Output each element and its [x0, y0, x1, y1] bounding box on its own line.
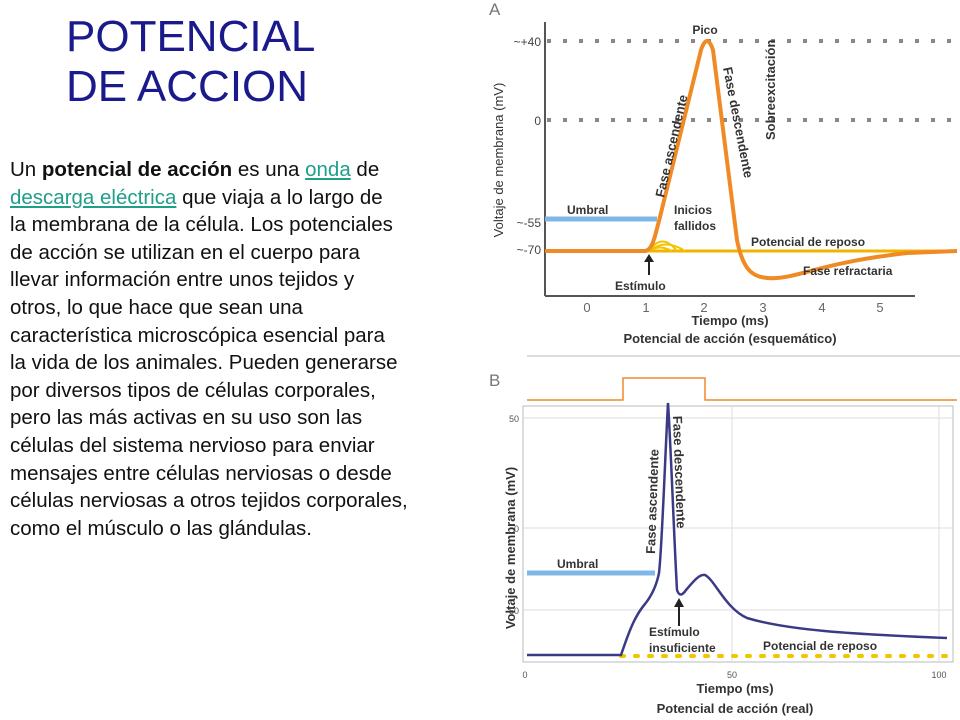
stimulus-label: Estímulo	[615, 279, 666, 293]
y-tick: ~-55	[517, 216, 542, 230]
insufficient-stimulus-arrow-head	[674, 598, 684, 607]
x-tick: 4	[818, 300, 825, 315]
body-line: la vida de los animales. Pueden generars…	[10, 351, 398, 375]
y-tick: -50	[506, 606, 519, 616]
y-axis-label: Voltaje de membrana (mV)	[491, 83, 506, 238]
falling-phase-label: Fase descendente	[670, 416, 689, 529]
x-tick: 5	[876, 300, 883, 315]
body-line: otros, lo que hace que sean una	[10, 295, 303, 319]
figure-a-background	[487, 0, 960, 362]
body-line: pero las más activas en su uso son las	[10, 406, 363, 430]
peak-label: Pico	[692, 23, 717, 37]
body-line: llevar información entre unos tejidos y	[10, 268, 355, 292]
x-tick: 100	[931, 670, 946, 680]
title-line-2: DE ACCION	[66, 62, 309, 111]
threshold-label: Umbral	[557, 557, 598, 571]
figure-b-background	[487, 368, 960, 720]
link-descarga-electrica[interactable]: descarga eléctrica	[10, 185, 177, 209]
x-tick: 3	[759, 300, 766, 315]
figure-caption: Potencial de acción (real)	[657, 701, 814, 716]
body-line: característica microscópica esencial par…	[10, 323, 385, 347]
x-axis-label: Tiempo (ms)	[691, 313, 768, 328]
threshold-label: Umbral	[567, 203, 608, 217]
rising-phase-label: Fase ascendente	[643, 449, 662, 554]
action-potential-curve	[545, 39, 958, 281]
x-axis-label: Tiempo (ms)	[696, 681, 773, 696]
stimulus-arrow-head	[644, 254, 654, 262]
panel-letter-b: B	[489, 371, 500, 390]
body-paragraph: Un potencial de acción es una onda de de…	[10, 156, 500, 606]
plot-frame	[522, 405, 954, 663]
y-tick: 0	[514, 524, 519, 534]
slide-title: POTENCIAL DE ACCION	[66, 12, 426, 112]
y-tick: 0	[534, 114, 541, 128]
stimulus-bar	[527, 377, 957, 401]
figure-real-action-potential: B 50 0 -50 0 50 100 Voltaje de membrana …	[487, 368, 960, 720]
link-onda[interactable]: onda	[305, 158, 351, 181]
x-tick: 2	[700, 300, 707, 315]
body-line: descarga eléctrica que viaja a lo largo …	[10, 184, 500, 212]
body-line: células del sistema nervioso para enviar	[10, 433, 375, 457]
bold-term: potencial de acción	[41, 158, 233, 181]
failed-initiations-label-1: Inicios	[674, 203, 712, 217]
overshoot-label: Sobreexcitación	[763, 40, 778, 140]
body-line: Un potencial de acción es una onda de	[10, 156, 500, 184]
x-tick: 1	[642, 300, 649, 315]
insufficient-stimulus-label-1: Estímulo	[649, 625, 700, 639]
resting-potential-label: Potencial de reposo	[751, 235, 865, 249]
body-text-span: Un	[10, 158, 42, 181]
body-text-span: de	[350, 158, 380, 181]
y-tick: 50	[509, 414, 519, 424]
resting-potential-label: Potencial de reposo	[763, 639, 877, 653]
y-axis-label: Voltaje de membrana (mV)	[503, 467, 518, 629]
x-tick: 50	[727, 670, 737, 680]
body-line: como el músculo o las glándulas.	[10, 516, 312, 540]
figure-schematic-action-potential: A ~+40 0 ~-55 ~-70 Voltaje de membrana (…	[487, 0, 960, 362]
body-line: la membrana de la célula. Los potenciale…	[10, 213, 393, 237]
panel-letter-a: A	[489, 0, 501, 19]
body-line: por diversos tipos de células corporales…	[10, 378, 376, 402]
action-potential-curve	[527, 402, 948, 657]
body-text-span: que viaja a lo largo de	[176, 185, 383, 209]
y-tick: ~-70	[517, 243, 542, 257]
y-tick: ~+40	[514, 35, 542, 49]
body-text-span: es una	[232, 158, 306, 181]
failed-initiations-label-2: fallidos	[674, 219, 716, 233]
x-tick: 0	[522, 670, 527, 680]
x-tick: 0	[583, 300, 590, 315]
insufficient-stimulus-label-2: insuficiente	[649, 641, 716, 655]
figure-caption: Potencial de acción (esquemático)	[623, 331, 836, 346]
refractory-phase-label: Fase refractaria	[803, 264, 893, 278]
body-line: de acción se utilizan en el cuerpo para	[10, 240, 360, 264]
title-line-1: POTENCIAL	[66, 12, 316, 61]
body-line: células nerviosas a otros tejidos corpor…	[10, 489, 408, 513]
body-line: mensajes entre células nerviosas o desde	[10, 461, 392, 485]
